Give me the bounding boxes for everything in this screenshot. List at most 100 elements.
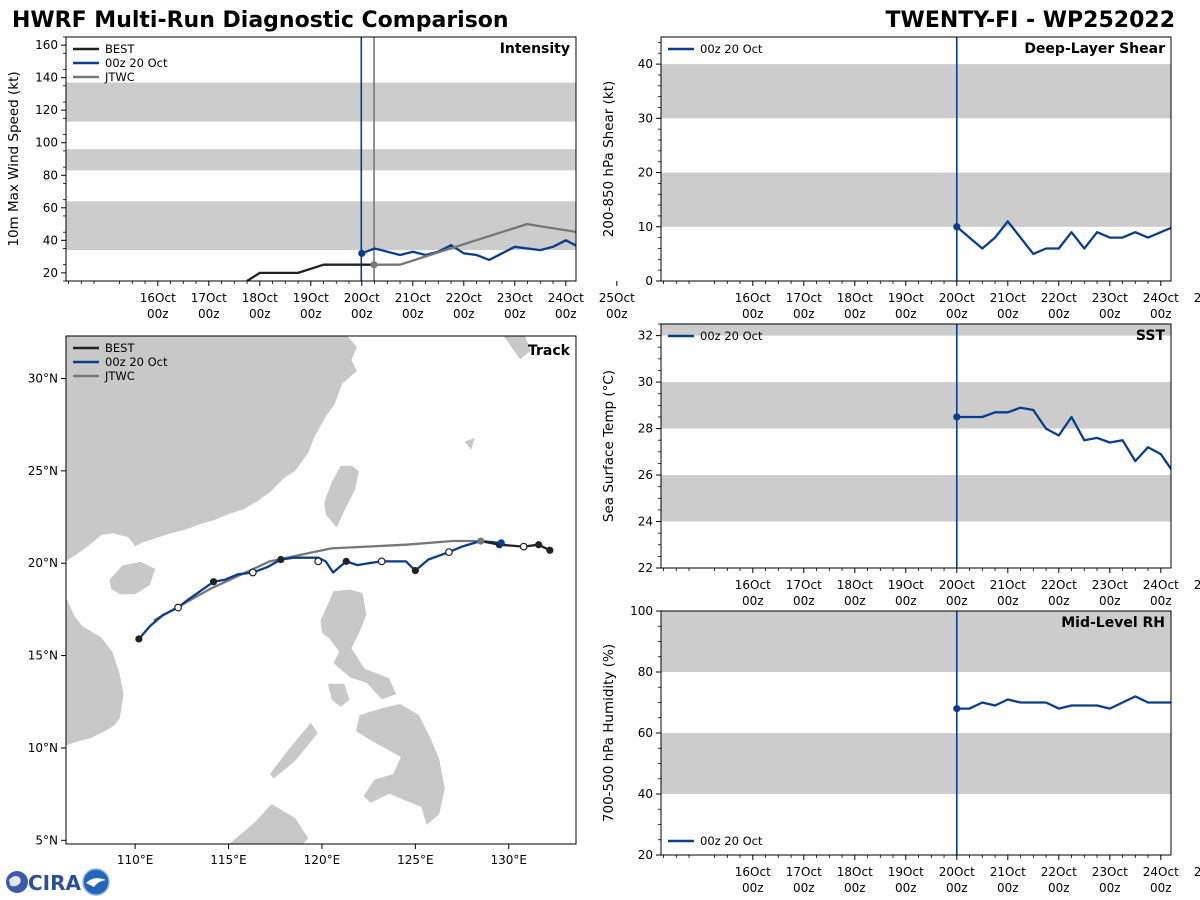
track-marker-best — [277, 555, 285, 564]
track-marker-best — [411, 567, 419, 575]
intensity-xtick-day: 17Oct — [191, 291, 227, 305]
intensity-data-layer — [246, 37, 576, 281]
shear-xtick-day: 23Oct — [1092, 291, 1128, 305]
track-legend-label: BEST — [105, 341, 135, 355]
shear-xtick-day: 20Oct — [939, 291, 975, 305]
shear-xtick-day: 21Oct — [990, 291, 1026, 305]
land-luzon — [319, 588, 398, 701]
shear-xtick-day: 16Oct — [735, 291, 771, 305]
sst-ytick-label: 32 — [638, 329, 653, 343]
rh-band-0 — [661, 733, 1171, 794]
sst-xtick-day: 17Oct — [786, 578, 822, 592]
sst-ytick-label: 26 — [638, 468, 653, 482]
land-visayas-mindanao — [355, 703, 446, 827]
sst-ytick-label: 24 — [638, 515, 653, 529]
sst-xtick-day: 22Oct — [1041, 578, 1077, 592]
shear-legend-label: 00z 20 Oct — [700, 42, 763, 56]
track-marker-open — [314, 557, 323, 566]
intensity-legend-label: 00z 20 Oct — [105, 56, 168, 70]
intensity-xtick-day: 22Oct — [446, 291, 482, 305]
intensity-panel: 20 40 60 80 100 120 140 160 16Oct 00z 17Oct 00z 18Oc… — [6, 36, 635, 321]
rh-xtick-hour: 00z — [895, 881, 917, 895]
rh-line-hwrf — [956, 695, 1171, 710]
rh-ylabel: 700-500 hPa Humidity (%) — [601, 644, 617, 822]
sst-xtick-hour: 00z — [844, 594, 866, 608]
seal-bird-icon — [86, 878, 106, 887]
intensity-ytick-label: 20 — [43, 266, 58, 280]
figure-title: HWRF Multi-Run Diagnostic Comparison — [12, 8, 509, 33]
sst-panel-title: SST — [1136, 328, 1166, 344]
intensity-xtick-hour: 00z — [453, 307, 475, 321]
sst-band-2 — [661, 324, 1171, 336]
intensity-marker-jtwc — [370, 261, 378, 269]
shear-frame — [660, 36, 1172, 282]
land-borneo — [227, 802, 310, 844]
rh-xtick-day: 25Oct — [1194, 865, 1200, 879]
shear-xtick-hour: 00z — [1099, 307, 1121, 321]
rh-legend-label: 00z 20 Oct — [700, 834, 763, 848]
intensity-legend-label: JTWC — [104, 70, 135, 84]
track-marker-jtwc — [477, 537, 485, 545]
rh-xtick-day: 24Oct — [1143, 865, 1179, 879]
intensity-band-0 — [66, 201, 576, 251]
globe-land-icon — [9, 876, 21, 887]
rh-xtick-day: 19Oct — [888, 865, 924, 879]
shear-xtick-hour: 00z — [946, 307, 968, 321]
intensity-xtick-day: 25Oct — [599, 291, 635, 305]
rh-xtick-hour: 00z — [997, 881, 1019, 895]
rh-ytick-label: 20 — [638, 848, 653, 862]
track-marker-best — [342, 557, 350, 565]
sst-xtick-day: 25Oct — [1194, 578, 1200, 592]
shear-xtick-day: 17Oct — [786, 291, 822, 305]
land-indochina — [66, 596, 125, 747]
land-hainan — [108, 560, 157, 595]
land-taiwan — [323, 464, 360, 529]
land-ryukyu-islet — [463, 436, 476, 452]
rh-marker-hwrf — [953, 705, 961, 713]
track-marker-open — [248, 568, 257, 577]
intensity-ytick-label: 120 — [35, 103, 58, 117]
track-marker-open — [377, 557, 386, 566]
track-xtick-label: 120°E — [304, 853, 341, 867]
sst-xtick-hour: 00z — [946, 594, 968, 608]
rh-xtick-hour: 00z — [946, 881, 968, 895]
track-map-layer — [66, 336, 554, 844]
intensity-frame — [65, 36, 577, 282]
track-marker-best — [135, 635, 143, 643]
rh-ytick-label: 40 — [638, 787, 653, 801]
intensity-xtick-hour: 00z — [606, 307, 628, 321]
sst-ytick-label: 22 — [638, 561, 653, 575]
sst-line-hwrf — [956, 406, 1171, 471]
sst-xtick-hour: 00z — [1150, 594, 1172, 608]
intensity-xtick-hour: 00z — [504, 307, 526, 321]
land-mindoro — [326, 682, 351, 708]
shear-xtick-hour: 00z — [1150, 307, 1172, 321]
intensity-band-1 — [66, 149, 576, 171]
rh-xtick-day: 21Oct — [990, 865, 1026, 879]
shear-band-0 — [661, 172, 1171, 227]
shear-marker-hwrf — [953, 223, 961, 231]
track-line-jtwc — [153, 539, 481, 622]
rh-xtick-day: 18Oct — [837, 865, 873, 879]
intensity-ytick-label: 40 — [43, 233, 58, 247]
track-ytick-label: 25°N — [28, 464, 58, 478]
shear-xtick-hour: 00z — [997, 307, 1019, 321]
rh-xtick-hour: 00z — [1150, 881, 1172, 895]
intensity-line-best — [246, 263, 375, 281]
shear-panel-title: Deep-Layer Shear — [1024, 41, 1165, 57]
track-marker-best — [209, 578, 218, 586]
track-ytick-label: 5°N — [35, 833, 58, 847]
rh-xtick-hour: 00z — [793, 881, 815, 895]
track-marker-best — [546, 546, 554, 554]
intensity-xtick-day: 19Oct — [293, 291, 329, 305]
track-ytick-label: 10°N — [28, 741, 58, 755]
intensity-xtick-hour: 00z — [402, 307, 424, 321]
track-marker-hwrf — [497, 539, 505, 547]
sst-band-1 — [661, 382, 1171, 429]
sst-xtick-hour: 00z — [1099, 594, 1121, 608]
sst-panel: 22 24 26 28 30 32 16Oct 00z 17Oct 00z 18Oct 00z 19Oc… — [601, 323, 1200, 608]
intensity-xtick-day: 23Oct — [497, 291, 533, 305]
track-xtick-label: 125°E — [397, 853, 434, 867]
rh-xtick-day: 22Oct — [1041, 865, 1077, 879]
sst-marker-hwrf — [953, 413, 961, 421]
